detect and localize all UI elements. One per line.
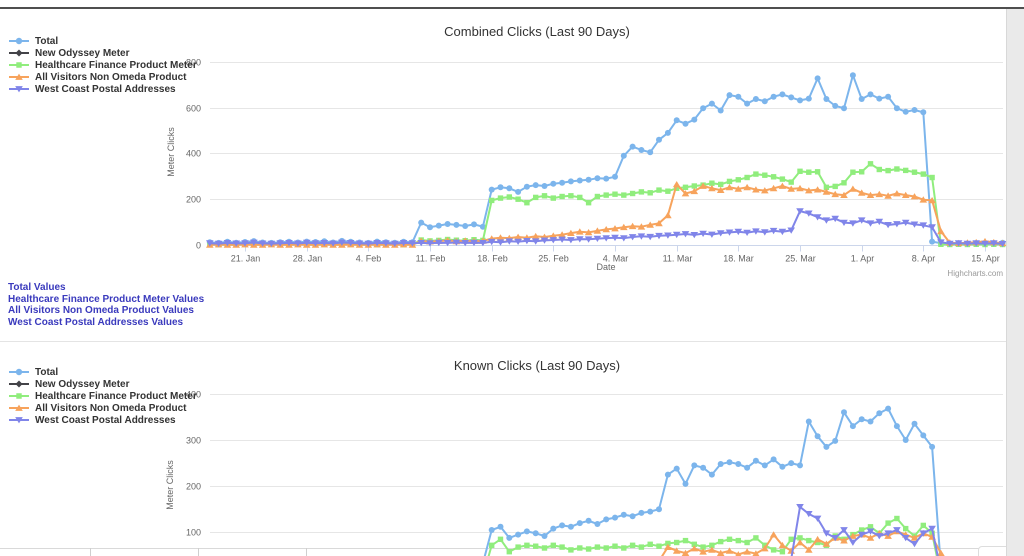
axis-labels: 100 200 300 400	[186, 390, 201, 538]
legend-label: New Odyssey Meter	[35, 378, 130, 390]
series-west-coast-postal-addresses[interactable]	[206, 504, 1006, 556]
diamond-marker-icon	[9, 380, 29, 388]
svg-text:18. Feb: 18. Feb	[477, 254, 508, 264]
svg-text:25. Feb: 25. Feb	[538, 254, 569, 264]
legend-item-all-visitors-non-omeda-product[interactable]: All Visitors Non Omeda Product	[8, 71, 197, 83]
legend-label: West Coast Postal Addresses	[35, 83, 176, 95]
page-top-border	[0, 7, 1024, 9]
svg-text:11. Feb: 11. Feb	[416, 254, 446, 264]
gridlines	[210, 62, 1003, 252]
svg-text:18. Mar: 18. Mar	[723, 254, 754, 264]
svg-text:800: 800	[186, 58, 201, 68]
partial-panel-corner	[978, 546, 1024, 556]
known-chart-title: Known Clicks (Last 90 Days)	[453, 358, 621, 373]
legend-label: Healthcare Finance Product Meter	[35, 390, 197, 402]
svg-text:200: 200	[186, 482, 201, 492]
svg-text:400: 400	[186, 149, 201, 159]
combined-y-axis-title: Meter Clicks	[166, 127, 176, 177]
legend-item-total[interactable]: Total	[8, 35, 197, 47]
circle-marker-icon	[9, 368, 29, 376]
square-marker-icon	[9, 62, 29, 68]
table-column-divider	[306, 548, 307, 556]
svg-text:600: 600	[186, 104, 201, 114]
svg-text:15. Apr: 15. Apr	[971, 254, 1000, 264]
triangle-down-marker-icon	[9, 417, 29, 424]
legend-item-healthcare-finance-product-meter[interactable]: Healthcare Finance Product Meter	[8, 390, 197, 402]
legend-item-total[interactable]: Total	[8, 366, 197, 378]
legend-item-west-coast-postal-addresses[interactable]: West Coast Postal Addresses	[8, 414, 197, 426]
series-total[interactable]	[207, 405, 1006, 556]
legend-item-healthcare-finance-product-meter[interactable]: Healthcare Finance Product Meter	[8, 59, 197, 71]
link-all-visitors-values[interactable]: All Visitors Non Omeda Product Values	[8, 305, 194, 316]
legend-item-all-visitors-non-omeda-product[interactable]: All Visitors Non Omeda Product	[8, 402, 197, 414]
triangle-down-marker-icon	[9, 86, 29, 93]
svg-text:21. Jan: 21. Jan	[231, 254, 261, 264]
combined-x-axis-title: Date	[596, 262, 616, 272]
legend-label: Healthcare Finance Product Meter	[35, 59, 197, 71]
series-healthcare-finance-product-meter[interactable]	[207, 515, 1005, 556]
svg-text:4. Feb: 4. Feb	[356, 254, 382, 264]
next-section-border	[0, 548, 1006, 549]
legend-label: All Visitors Non Omeda Product	[35, 402, 187, 414]
table-column-divider	[198, 548, 199, 556]
svg-text:4. Mar: 4. Mar	[603, 254, 629, 264]
legend-item-west-coast-postal-addresses[interactable]: West Coast Postal Addresses	[8, 83, 197, 95]
combined-chart-legend: Total New Odyssey Meter Healthcare Finance…	[8, 35, 197, 95]
value-links: Total Values Healthcare Finance Product …	[8, 282, 204, 328]
highcharts-credit-link[interactable]: Highcharts.com	[947, 269, 1003, 278]
triangle-marker-icon	[9, 73, 29, 80]
known-chart-legend: Total New Odyssey Meter Healthcare Finance…	[8, 366, 197, 426]
triangle-marker-icon	[9, 404, 29, 411]
link-total-values[interactable]: Total Values	[8, 282, 66, 293]
gridlines	[210, 394, 1003, 533]
svg-text:300: 300	[186, 436, 201, 446]
svg-text:25. Mar: 25. Mar	[785, 254, 816, 264]
legend-label: All Visitors Non Omeda Product	[35, 71, 187, 83]
section-divider	[0, 341, 1006, 342]
legend-item-new-odyssey-meter[interactable]: New Odyssey Meter	[8, 47, 197, 59]
series-west-coast-postal-addresses[interactable]	[206, 208, 1007, 248]
svg-text:8. Apr: 8. Apr	[912, 254, 936, 264]
table-column-divider	[90, 548, 91, 556]
combined-chart-title: Combined Clicks (Last 90 Days)	[444, 24, 630, 39]
known-y-axis-title: Meter Clicks	[165, 460, 175, 510]
legend-label: Total	[35, 35, 59, 47]
link-healthcare-finance-values[interactable]: Healthcare Finance Product Meter Values	[8, 293, 205, 305]
diamond-marker-icon	[9, 49, 29, 57]
axis-labels: 0 200 400 600 800 21. Jan 28. Jan 4. Feb 11. Feb…	[186, 58, 1000, 264]
vertical-scrollbar[interactable]	[1006, 9, 1024, 556]
legend-label: New Odyssey Meter	[35, 47, 130, 59]
legend-label: West Coast Postal Addresses	[35, 414, 176, 426]
svg-text:400: 400	[186, 390, 201, 400]
svg-text:1. Apr: 1. Apr	[851, 254, 875, 264]
legend-label: Total	[35, 366, 59, 378]
svg-text:28. Jan: 28. Jan	[293, 254, 323, 264]
link-west-coast-values[interactable]: West Coast Postal Addresses Values	[8, 316, 184, 328]
circle-marker-icon	[9, 37, 29, 45]
svg-text:11. Mar: 11. Mar	[663, 254, 693, 264]
svg-text:0: 0	[196, 241, 201, 251]
legend-item-new-odyssey-meter[interactable]: New Odyssey Meter	[8, 378, 197, 390]
svg-text:100: 100	[186, 528, 201, 538]
svg-text:200: 200	[186, 195, 201, 205]
square-marker-icon	[9, 393, 29, 399]
